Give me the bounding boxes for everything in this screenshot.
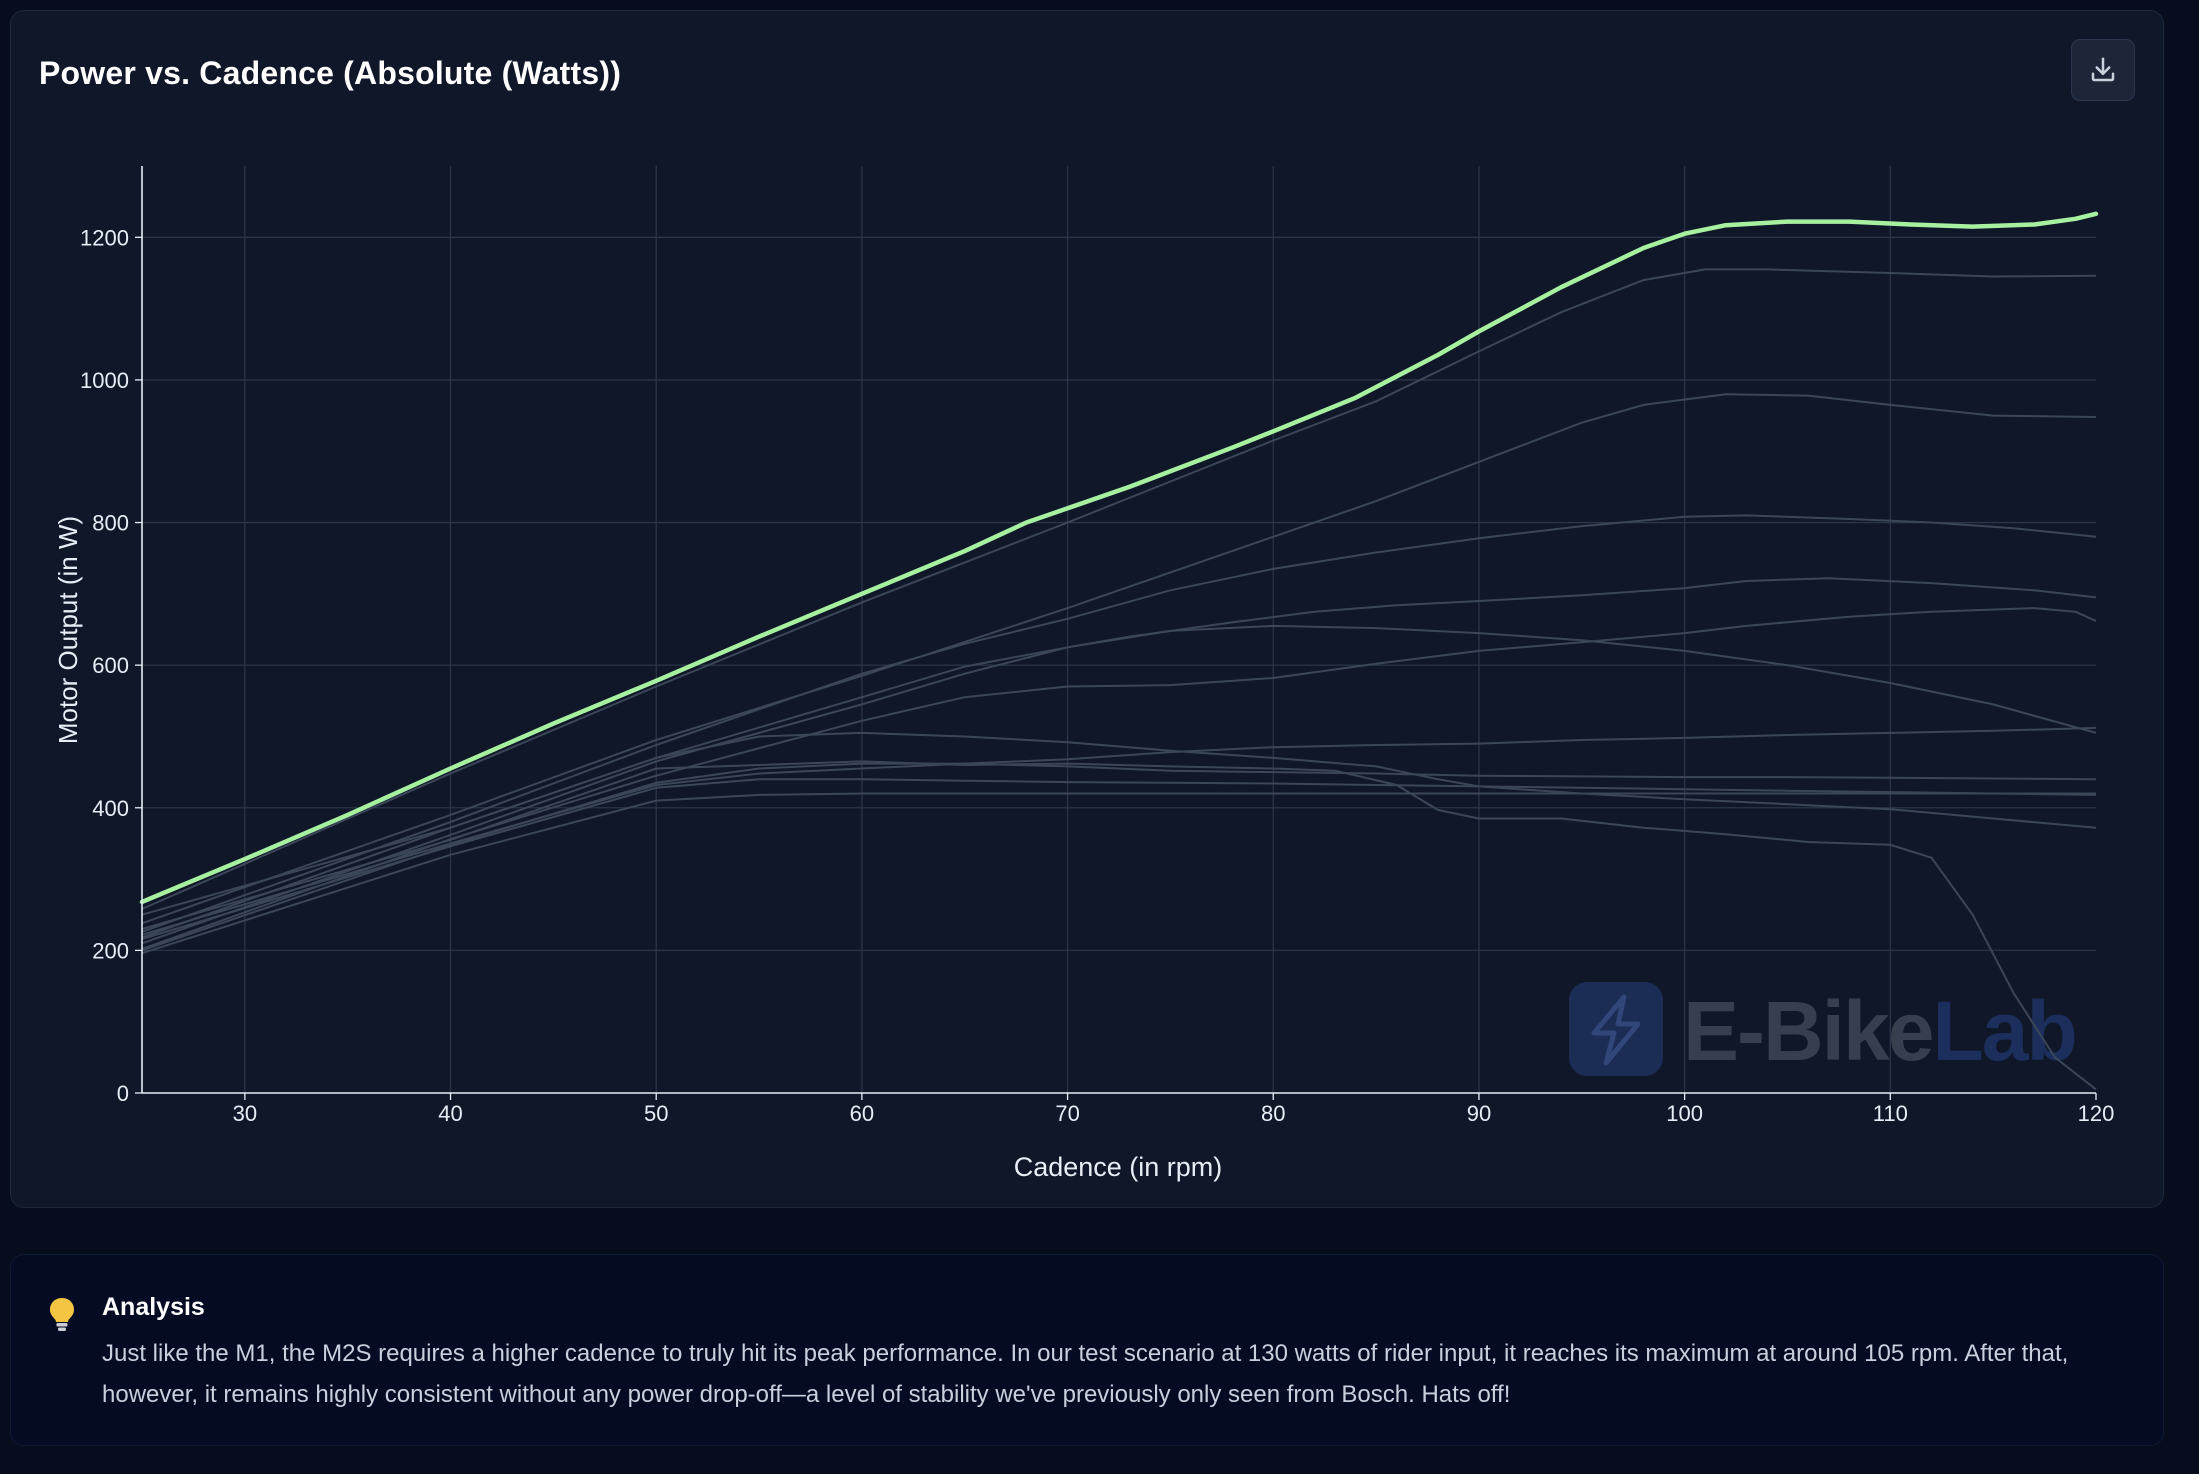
series-line-12 [141, 792, 2096, 955]
power-cadence-chart: E-BikeLab 30 40 50 60 70 80 90 100 110 1200200400… [53, 166, 2114, 1182]
y-tick-label: 800 [92, 511, 129, 536]
y-tick-label: 600 [92, 653, 129, 678]
x-tick-label: 50 [644, 1101, 668, 1126]
watermark: E-BikeLab [1569, 982, 2078, 1078]
series-line-2 [141, 393, 2097, 925]
x-tick-label: 40 [438, 1101, 462, 1126]
x-tick-label: 110 [1873, 1101, 1908, 1126]
x-tick-label: 30 [233, 1101, 257, 1126]
download-icon [2091, 57, 2115, 82]
series-line-3 [141, 514, 2097, 933]
watermark-text-e-bike: E-Bike [1683, 984, 1932, 1078]
chart-title: Power vs. Cadence (Absolute (Watts)) [39, 55, 622, 91]
y-tick-label: 0 [117, 1081, 129, 1106]
x-tick-label: 100 [1666, 1101, 1703, 1126]
series-line-9 [141, 762, 2097, 952]
y-tick-label: 400 [92, 796, 129, 821]
lightbulb-icon [50, 1298, 74, 1331]
axes: 30 40 50 60 70 80 90 100 110 12002004006008001000… [80, 166, 2114, 1126]
watermark-text-lab: Lab [1932, 984, 2075, 1078]
series-line-6 [141, 607, 2097, 950]
y-tick-label: 200 [92, 938, 129, 963]
series-line-1 [141, 268, 2097, 910]
series-line-7 [141, 731, 2097, 916]
x-tick-label: 80 [1261, 1101, 1285, 1126]
x-tick-label: 90 [1467, 1101, 1491, 1126]
highlighted-series-line [139, 211, 2099, 905]
series-line-10 [141, 726, 2097, 936]
download-button[interactable] [2071, 39, 2135, 101]
x-tick-label: 60 [850, 1101, 874, 1126]
watermark-badge [1569, 982, 1663, 1076]
y-tick-label: 1200 [80, 225, 129, 250]
y-tick-label: 1000 [80, 368, 129, 393]
svg-text:E-BikeLab: E-BikeLab [1683, 984, 2076, 1078]
x-axis-title: Cadence (in rpm) [1014, 1152, 1223, 1182]
chart-card: Power vs. Cadence (Absolute (Watts)) [10, 10, 2164, 1208]
series-line-5 [141, 624, 2097, 945]
grid [142, 166, 2096, 1093]
lightning-bolt-icon [1591, 994, 1641, 1066]
x-tick-label: 70 [1055, 1101, 1079, 1126]
analysis-text: Just like the M1, the M2S requires a hig… [102, 1340, 2069, 1408]
y-axis-title: Motor Output (in W) [53, 516, 83, 744]
analysis-card: Analysis Just like the M1, the M2S requi… [10, 1254, 2164, 1446]
analysis-title: Analysis [102, 1293, 205, 1321]
series-line-4 [141, 577, 2097, 939]
series-group [139, 211, 2099, 1091]
x-tick-label: 120 [2078, 1101, 2115, 1126]
series-line-8 [141, 760, 2097, 1091]
series-line-11 [141, 778, 2097, 940]
